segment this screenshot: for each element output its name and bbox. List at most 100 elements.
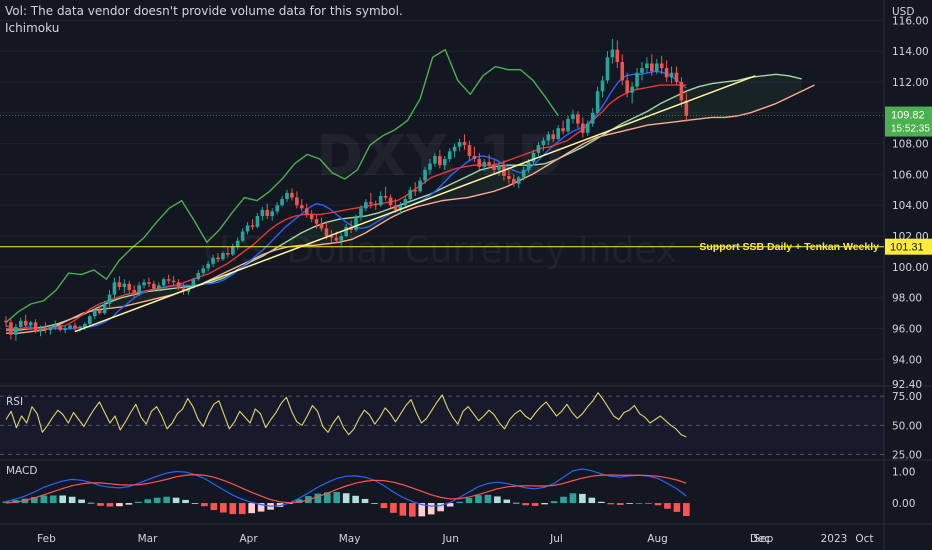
candle-body [290, 192, 294, 198]
candle-body [295, 197, 299, 206]
candle-body [650, 63, 654, 72]
macd-histogram-bar [399, 503, 407, 516]
candle-body [304, 208, 309, 215]
candle-body [546, 134, 551, 141]
price-tick-label: 94.00 [892, 354, 922, 366]
candle-body [433, 155, 437, 164]
candle-body [438, 155, 442, 166]
candle-body [78, 326, 82, 329]
candle-body [393, 205, 398, 210]
candle-body [226, 253, 230, 255]
candle-body [142, 282, 146, 286]
price-tick-label: 98.00 [892, 293, 922, 305]
time-label: Apr [239, 533, 258, 545]
last-price-label: 109.82 [891, 110, 925, 122]
macd-histogram-bar [494, 496, 501, 504]
candle-body [645, 63, 649, 69]
candle-body [4, 320, 8, 323]
candle-body [423, 169, 427, 181]
candle-body [679, 81, 684, 101]
time-label: Aug [647, 533, 668, 545]
candle-body [28, 322, 33, 326]
macd-histogram-bar [276, 503, 284, 507]
candle-body [600, 80, 605, 92]
candle-body [507, 175, 511, 180]
candle-body [92, 310, 97, 317]
candle-body [270, 211, 275, 217]
time-label: Jun [441, 533, 458, 545]
candle-body [33, 322, 38, 332]
rsi-pane [0, 392, 884, 455]
support-badge [885, 238, 932, 255]
indicator-name[interactable]: Ichimoku [5, 21, 60, 35]
candle-body [137, 285, 141, 294]
support-annotation: Support SSB Daily + Tenkan Weekly [699, 241, 879, 253]
macd-histogram-bar [475, 495, 482, 504]
candle-body [398, 205, 403, 210]
candle-body [58, 325, 63, 331]
macd-tick-label: 1.00 [892, 466, 915, 478]
candle-body [566, 118, 570, 132]
candle-body [9, 322, 13, 335]
candle-body [196, 273, 201, 280]
macd-histogram-bar [163, 496, 170, 504]
candle-body [97, 310, 102, 314]
support-level-label: 101.31 [890, 242, 924, 254]
candle-body [373, 203, 378, 206]
candle-body [659, 63, 664, 69]
macd-histogram-bar [257, 503, 265, 512]
candle-body [354, 217, 358, 230]
macd-histogram-bar [635, 503, 643, 504]
candle-body [526, 162, 531, 170]
candle-body [152, 283, 156, 289]
candle-body [344, 226, 348, 237]
candle-body [418, 180, 422, 192]
macd-histogram-bar [465, 498, 473, 504]
candle-body [329, 236, 334, 238]
candle-body [585, 123, 590, 133]
macd-histogram-bar [437, 503, 444, 512]
macd-histogram-bar [40, 495, 48, 504]
candle-body [635, 72, 639, 87]
candle-body [364, 202, 368, 209]
candle-body [53, 325, 58, 327]
candle-body [230, 246, 235, 255]
candle-body [43, 328, 48, 331]
macd-histogram-bar [626, 503, 633, 504]
candle-body [462, 142, 467, 146]
candle-body [14, 326, 18, 335]
macd-histogram-bar [673, 503, 681, 512]
candle-body [531, 152, 536, 163]
time-label: Jul [549, 533, 563, 545]
macd-histogram-bar [541, 503, 548, 505]
candle-body [88, 316, 92, 324]
macd-histogram-bar [49, 495, 57, 504]
price-unit: USD [892, 6, 914, 18]
candle-body [551, 134, 556, 139]
candle-body [467, 145, 472, 156]
price-tick-label: 108.00 [892, 139, 929, 151]
candle-body [211, 257, 215, 264]
candle-body [300, 205, 304, 209]
macd-histogram-bar [2, 501, 10, 504]
candle-body [388, 197, 393, 206]
candle-body [595, 91, 600, 113]
macd-histogram-bar [97, 503, 104, 506]
macd-histogram-bar [68, 496, 76, 504]
price-axis: 116.00114.00112.00110.00108.00106.00104.… [885, 15, 932, 510]
candle-body [265, 209, 270, 217]
candle-body [536, 145, 541, 153]
macd-histogram-bar [654, 503, 662, 506]
candle-body [640, 68, 644, 73]
macd-histogram-bar [616, 503, 624, 505]
candle-body [576, 114, 580, 124]
candle-body [107, 294, 112, 304]
candle-body [605, 57, 610, 81]
candle-body [250, 225, 255, 227]
candle-body [403, 199, 408, 206]
macd-histogram-bar [645, 503, 652, 504]
macd-histogram-bar [484, 494, 492, 504]
candle-body [23, 320, 28, 326]
